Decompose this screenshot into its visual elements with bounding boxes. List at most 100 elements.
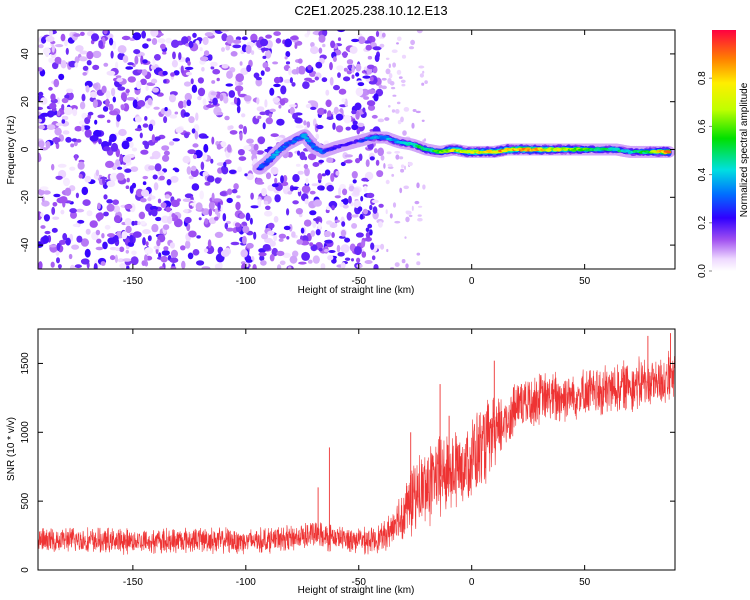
noise-blob [396, 42, 399, 45]
noise-blob [171, 39, 180, 48]
noise-blob [203, 50, 210, 57]
spectrogram-xtick-label: -150 [123, 276, 143, 287]
noise-blob [56, 242, 61, 252]
noise-blob [418, 65, 425, 69]
noise-blob [106, 119, 111, 124]
noise-blob [149, 205, 158, 211]
noise-blob [153, 54, 161, 61]
noise-blob [291, 82, 296, 87]
noise-blob [343, 160, 353, 164]
noise-blob [357, 122, 365, 127]
noise-blob [359, 213, 364, 220]
noise-blob [157, 170, 165, 176]
noise-blob [373, 93, 379, 102]
noise-blob [93, 263, 98, 269]
noise-blob [239, 132, 243, 141]
noise-blob [211, 192, 215, 202]
ridge-mark [262, 162, 270, 166]
ridge-mark [269, 155, 277, 159]
noise-blob [364, 40, 371, 44]
noise-blob [57, 110, 61, 117]
noise-blob [272, 61, 279, 65]
noise-blob [92, 50, 102, 59]
noise-blob [403, 185, 410, 190]
noise-blob [323, 109, 327, 114]
noise-blob [144, 254, 148, 262]
noise-blob [338, 88, 347, 95]
noise-blob [404, 165, 406, 170]
noise-blob [294, 43, 298, 49]
noise-blob [163, 150, 170, 156]
noise-blob [274, 194, 281, 203]
noise-blob [264, 66, 271, 72]
noise-blob [51, 163, 55, 171]
noise-blob [356, 257, 361, 263]
noise-blob [336, 244, 341, 253]
noise-blob [337, 30, 345, 33]
noise-blob [183, 208, 189, 213]
noise-blob [142, 59, 148, 64]
noise-blob [157, 198, 162, 204]
noise-blob [366, 89, 376, 95]
noise-blob [337, 37, 342, 42]
noise-blob [282, 175, 288, 183]
noise-blob [381, 85, 387, 90]
noise-blob [369, 229, 373, 236]
noise-blob [92, 64, 100, 70]
noise-blob [140, 149, 149, 155]
noise-blob [124, 168, 132, 173]
noise-blob [315, 133, 320, 140]
noise-blob [202, 135, 209, 139]
noise-blob [271, 183, 279, 188]
noise-blob [239, 61, 243, 66]
noise-blob [286, 208, 290, 216]
noise-blob [158, 252, 162, 259]
noise-blob [313, 199, 322, 207]
noise-blob [72, 108, 78, 117]
noise-blob [410, 39, 415, 46]
noise-blob [290, 35, 299, 41]
snr-ytick-label: 500 [20, 492, 31, 509]
noise-blob [75, 45, 84, 52]
noise-blob [310, 46, 319, 55]
noise-blob [331, 232, 335, 238]
noise-blob [391, 173, 395, 177]
noise-blob [388, 73, 393, 79]
noise-blob [396, 69, 402, 75]
noise-blob [392, 202, 397, 208]
noise-blob [180, 65, 184, 74]
noise-blob [423, 138, 427, 142]
noise-blob [107, 233, 115, 238]
noise-blob [125, 249, 129, 254]
noise-blob [419, 73, 424, 78]
noise-blob [127, 76, 136, 83]
noise-blob [391, 86, 396, 90]
noise-blob [205, 245, 215, 255]
noise-blob [355, 110, 360, 120]
noise-blob [333, 84, 340, 91]
noise-blob [196, 260, 205, 266]
noise-blob [162, 51, 167, 55]
noise-blob [84, 129, 92, 138]
noise-blob [385, 68, 391, 75]
noise-blob [163, 79, 167, 84]
noise-blob [144, 116, 148, 121]
colorbar-label: Normalized spectral amplitude [739, 82, 750, 217]
noise-blob [342, 188, 348, 196]
noise-blob [346, 70, 352, 75]
noise-blob [236, 195, 241, 199]
noise-blob [264, 148, 270, 153]
noise-blob [274, 177, 278, 184]
noise-blob [365, 232, 371, 239]
noise-blob [182, 198, 191, 202]
noise-blob [373, 148, 378, 154]
colorbar-tick-label: 0.6 [697, 119, 708, 133]
noise-blob [122, 155, 132, 164]
noise-blob [363, 185, 368, 193]
noise-blob [305, 178, 309, 185]
noise-blob [276, 118, 285, 126]
noise-blob [103, 146, 111, 152]
noise-blob [313, 217, 320, 222]
noise-blob [151, 209, 158, 217]
noise-blob [157, 38, 166, 44]
